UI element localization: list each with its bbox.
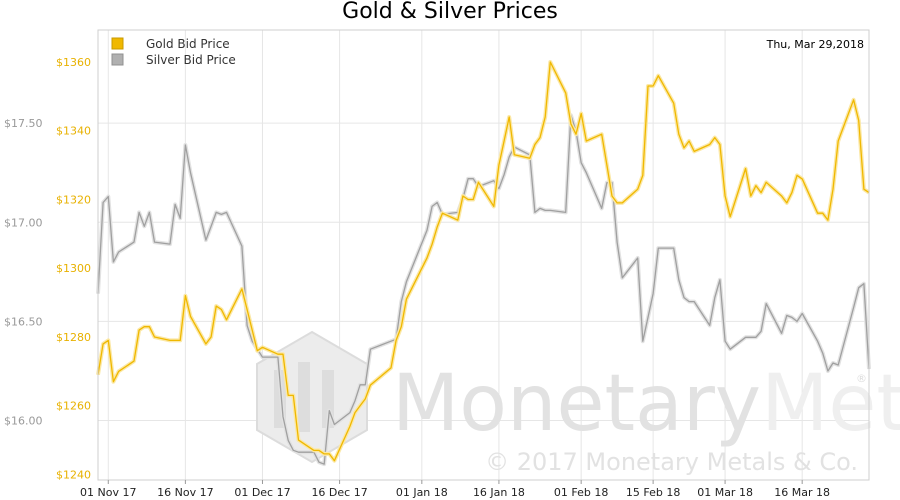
gold-axis-tick-label: $1280: [56, 331, 91, 344]
x-axis-tick-label: 01 Nov 17: [80, 486, 136, 499]
silver-axis-tick-label: $16.50: [4, 315, 43, 328]
gold-axis-tick-label: $1240: [56, 468, 91, 481]
silver-axis-tick-label: $16.00: [4, 415, 43, 428]
x-axis-tick-label: 16 Jan 18: [473, 486, 525, 499]
date-label: Thu, Mar 29,2018: [766, 38, 864, 51]
plot-frame: [97, 29, 870, 481]
x-axis-tick-label: 01 Feb 18: [554, 486, 608, 499]
silver-axis-tick-label: $17.50: [4, 117, 43, 130]
silver-price-line: [97, 114, 870, 465]
gold-axis-tick-label: $1340: [56, 125, 91, 138]
x-axis-tick-label: 01 Dec 17: [234, 486, 290, 499]
gold-axis-tick-label: $1360: [56, 56, 91, 69]
silver-axis-tick-label: $17.00: [4, 216, 43, 229]
grid: [98, 30, 869, 480]
watermark-registered-mark: ®: [856, 372, 867, 385]
gold-axis-tick-label: $1300: [56, 262, 91, 275]
series-layer: [96, 60, 871, 467]
x-axis-tick-label: 16 Nov 17: [157, 486, 213, 499]
legend-gold-label: Gold Bid Price: [146, 37, 230, 51]
legend-silver-label: Silver Bid Price: [146, 53, 236, 67]
x-axis-tick-label: 16 Dec 17: [311, 486, 367, 499]
legend-silver-swatch: [111, 53, 124, 66]
legend-gold-swatch: [111, 37, 124, 50]
gold-axis-tick-label: $1260: [56, 400, 91, 413]
watermark-copyright: © 2017 Monetary Metals & Co.: [485, 448, 858, 476]
gold-price-line: [97, 61, 870, 462]
x-axis-tick-label: 01 Mar 18: [697, 486, 753, 499]
gold-axis-tick-label: $1320: [56, 193, 91, 206]
legend: Gold Bid Price Silver Bid Price: [111, 37, 236, 67]
chart-title: Gold & Silver Prices: [342, 0, 558, 24]
x-axis-tick-label: 01 Jan 18: [396, 486, 448, 499]
x-axis-tick-label: 16 Mar 18: [774, 486, 830, 499]
axis-layer: $16.00 $16.50 $17.00 $17.50 $1240 $1260 $1280 $…: [4, 56, 830, 499]
x-axis-tick-label: 15 Feb 18: [626, 486, 680, 499]
